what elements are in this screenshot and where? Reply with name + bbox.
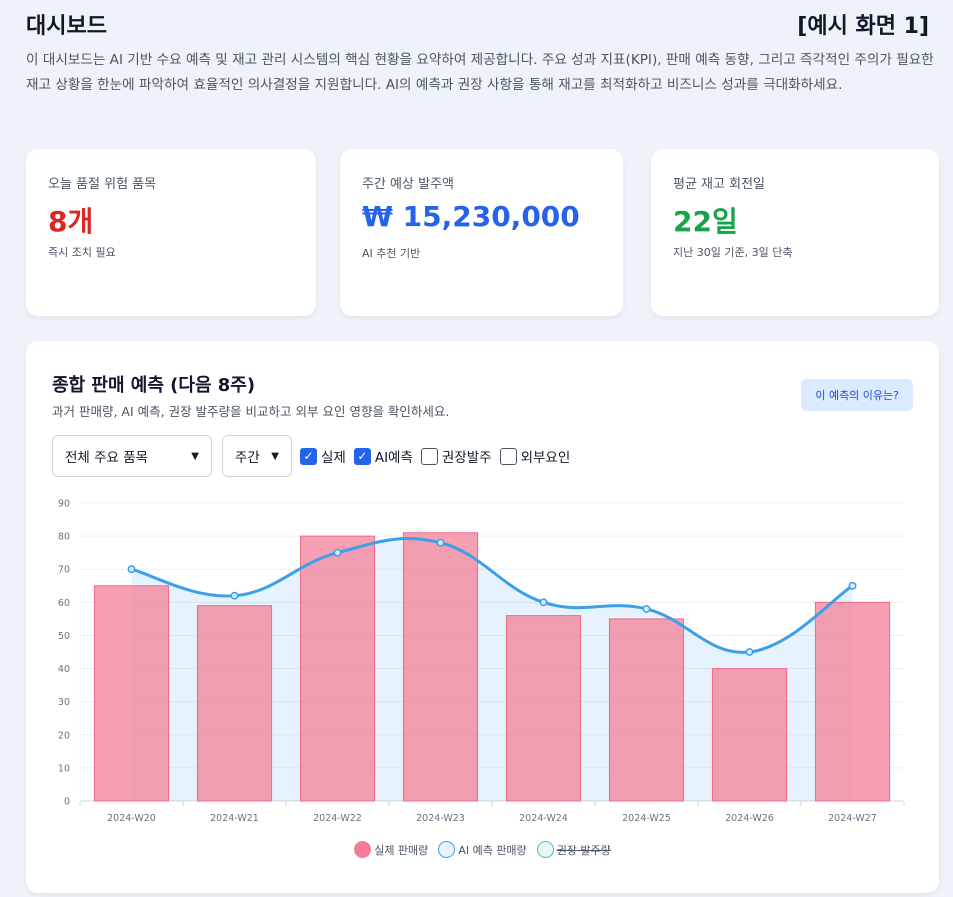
ai-forecast-line — [131, 537, 854, 654]
x-tick-label: 2024-W26 — [725, 813, 774, 824]
ai-forecast-point — [539, 598, 548, 607]
ai-forecast-point — [848, 581, 857, 590]
bar-actual-sales — [608, 618, 685, 802]
bar-actual-sales — [402, 532, 479, 802]
legend-swatch-actual — [354, 841, 372, 858]
ai-forecast-point — [333, 548, 342, 557]
intro-text: 이 대시보드는 AI 기반 수요 예측 및 재고 관리 시스템의 핵심 현황을 … — [26, 52, 934, 93]
chevron-down-icon: ▼ — [271, 450, 279, 462]
checkbox-ai-forecast[interactable]: ✓ AI예측 — [353, 446, 413, 466]
kpi-label: 주간 예상 발주액 — [362, 177, 454, 192]
legend-label: AI 예측 판매량 — [458, 843, 527, 857]
checkbox-checked-icon[interactable]: ✓ — [353, 447, 371, 465]
y-tick-label: 70 — [58, 565, 70, 576]
chart-title: 종합 판매 예측 (다음 8주) — [52, 375, 256, 396]
legend-item-actual[interactable]: 실제 판매량 — [354, 841, 428, 858]
forecast-card: 종합 판매 예측 (다음 8주) 과거 판매량, AI 예측, 권장 발주량을 … — [26, 341, 939, 893]
ai-forecast-point — [127, 565, 136, 574]
kpi-note: 지난 30일 기준, 3일 단축 — [673, 246, 793, 259]
kpi-note: 즉시 조치 필요 — [48, 246, 116, 259]
checkbox-actual[interactable]: ✓ 실제 — [300, 446, 346, 466]
y-tick-label: 40 — [58, 664, 70, 675]
period-select[interactable]: 주간 ▼ — [222, 435, 292, 477]
bar-actual-sales — [505, 615, 582, 802]
ai-forecast-point — [436, 538, 445, 547]
y-tick-label: 10 — [58, 763, 70, 774]
x-tick-label: 2024-W23 — [416, 813, 465, 824]
kpi-card-inventory-turnover: 평균 재고 회전일 22일 지난 30일 기준, 3일 단축 — [651, 149, 939, 316]
y-tick-label: 80 — [58, 532, 70, 543]
checkbox-checked-icon[interactable]: ✓ — [300, 447, 317, 465]
y-tick-label: 0 — [64, 797, 70, 808]
bar-actual-sales — [711, 668, 788, 802]
ai-forecast-point — [745, 648, 754, 656]
legend-label: 실제 판매량 — [374, 843, 429, 857]
kpi-value: 8개 — [48, 205, 94, 238]
ai-forecast-point — [230, 591, 239, 600]
bar-actual-sales — [814, 601, 891, 802]
why-forecast-button[interactable]: 이 예측의 이유는? — [801, 379, 913, 411]
y-tick-label: 60 — [58, 598, 70, 609]
x-tick-label: 2024-W27 — [828, 813, 877, 824]
checkbox-label: 권장발주 — [441, 450, 492, 466]
kpi-value: ₩ 15,230,000 — [362, 200, 580, 233]
kpi-value: 22일 — [673, 205, 738, 238]
kpi-card-stockout-risk: 오늘 품절 위험 품목 8개 즉시 조치 필요 — [26, 149, 316, 316]
x-tick-label: 2024-W20 — [107, 813, 156, 824]
chart-controls: 전체 주요 품목 ▼ 주간 ▼ ✓ 실제 ✓ AI예측 권장발주 외부요인 — [52, 435, 570, 477]
kpi-note: AI 추천 기반 — [362, 247, 421, 260]
legend-item-ai-forecast[interactable]: AI 예측 판매량 — [438, 841, 527, 858]
period-select-value: 주간 — [235, 450, 260, 466]
legend-swatch-ai-forecast — [438, 841, 456, 858]
page-title: 대시보드 — [26, 14, 107, 39]
bar-actual-sales — [93, 585, 170, 802]
y-tick-label: 30 — [58, 697, 70, 708]
checkbox-label: 외부요인 — [520, 450, 571, 466]
bar-actual-sales — [299, 535, 376, 802]
chevron-down-icon: ▼ — [191, 450, 199, 462]
x-tick-label: 2024-W24 — [519, 813, 568, 824]
product-select[interactable]: 전체 주요 품목 ▼ — [52, 435, 212, 477]
product-select-value: 전체 주요 품목 — [65, 450, 149, 466]
legend-label: 권장 발주량 — [556, 843, 611, 857]
kpi-label: 오늘 품절 위험 품목 — [48, 177, 157, 192]
legend-item-recommended-order[interactable]: 권장 발주량 — [536, 841, 611, 858]
checkbox-recommended-order[interactable]: 권장발주 — [420, 446, 492, 466]
y-tick-label: 50 — [58, 631, 70, 642]
x-tick-label: 2024-W22 — [313, 813, 362, 824]
checkbox-unchecked-icon[interactable] — [499, 447, 517, 465]
forecast-chart: 0 10 20 30 40 50 60 70 80 90 2024-W20 2024-W21 2024-… — [58, 499, 905, 824]
y-tick-label: 20 — [58, 730, 70, 741]
checkbox-label: 실제 — [321, 450, 346, 466]
x-tick-label: 2024-W21 — [210, 813, 259, 824]
checkbox-external-factors[interactable]: 외부요인 — [499, 446, 571, 466]
chart-subtitle: 과거 판매량, AI 예측, 권장 발주량을 비교하고 외부 요인 영향을 확인… — [52, 404, 450, 419]
y-tick-label: 90 — [58, 499, 70, 510]
kpi-card-weekly-order: 주간 예상 발주액 ₩ 15,230,000 AI 추천 기반 — [340, 149, 623, 316]
bar-actual-sales — [196, 605, 273, 802]
checkbox-unchecked-icon[interactable] — [420, 447, 438, 465]
checkbox-label: AI예측 — [374, 450, 413, 466]
example-tag: [예시 화면 1] — [797, 14, 929, 39]
x-tick-label: 2024-W25 — [622, 813, 671, 824]
chart-legend: 실제 판매량 AI 예측 판매량 권장 발주량 — [26, 841, 939, 858]
kpi-label: 평균 재고 회전일 — [673, 177, 765, 192]
legend-swatch-recommended-order — [536, 841, 554, 858]
ai-forecast-point — [642, 605, 651, 613]
